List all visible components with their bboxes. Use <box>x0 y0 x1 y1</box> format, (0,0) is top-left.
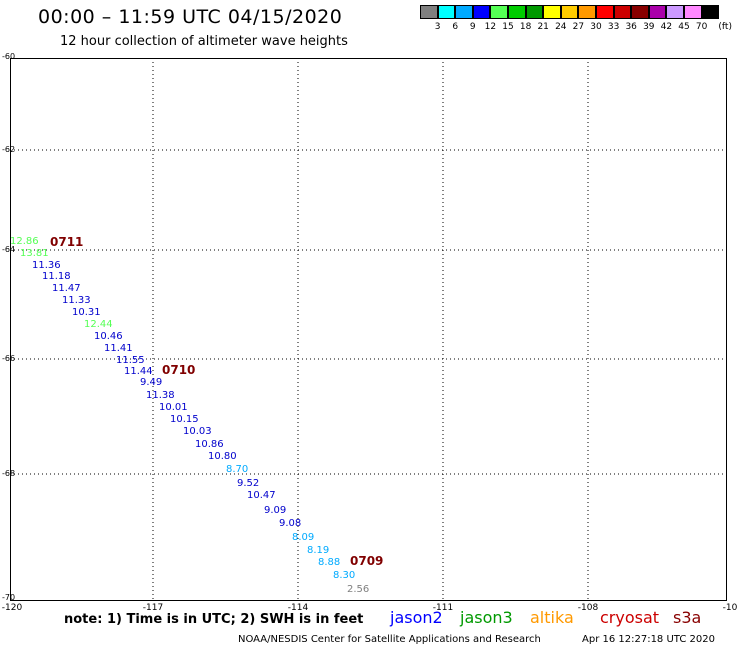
color-scale-label: 12 <box>484 22 497 32</box>
wave-height-label: 11.36 <box>32 260 61 271</box>
wave-height-label: 11.55 <box>116 355 145 366</box>
lon-label: -114 <box>287 603 309 613</box>
wave-height-label: 13.81 <box>20 248 49 259</box>
color-swatch <box>472 5 491 19</box>
color-scale-label: 6 <box>452 22 459 32</box>
lon-label: -108 <box>577 603 599 613</box>
wave-height-label: 9.09 <box>264 505 287 516</box>
color-scale-label: 30 <box>590 22 602 32</box>
track-time-label: 0711 <box>50 235 84 249</box>
track-time-label: 0710 <box>162 363 196 377</box>
color-scale-label: 39 <box>643 22 655 32</box>
color-swatch <box>701 5 720 19</box>
lon-label: -117 <box>142 603 164 613</box>
color-swatch <box>543 5 561 19</box>
legend-jason3: jason3 <box>460 608 513 627</box>
legend-s3a: s3a <box>673 608 702 627</box>
wave-height-label: 10.86 <box>195 439 224 450</box>
wave-height-label: 9.49 <box>140 377 163 388</box>
legend-cryosat: cryosat <box>600 608 660 627</box>
track-time-label: 0709 <box>350 554 384 568</box>
map-plot-area <box>10 58 727 601</box>
color-swatch <box>683 5 702 19</box>
color-scale-label: 15 <box>502 22 514 32</box>
color-swatch <box>525 5 544 19</box>
color-swatch <box>420 5 438 19</box>
wave-height-label: 8.19 <box>307 545 330 556</box>
color-scale-label: 18 <box>519 22 532 32</box>
wave-height-label: 8.30 <box>333 570 356 581</box>
wave-height-label: 12.44 <box>84 319 113 330</box>
lat-label: -68 <box>2 469 16 478</box>
lat-label: -60 <box>2 52 16 61</box>
wave-height-label: 11.33 <box>62 295 91 306</box>
color-swatch <box>631 5 649 19</box>
color-swatch <box>507 5 526 19</box>
wave-height-label: 10.31 <box>72 307 101 318</box>
wave-height-label: 9.52 <box>237 478 260 489</box>
chart-title: 00:00 – 11:59 UTC 04/15/2020 <box>38 6 343 28</box>
color-scale-label: 42 <box>660 22 673 32</box>
color-scale-label: 24 <box>555 22 567 32</box>
wave-height-label: 11.47 <box>52 283 81 294</box>
color-swatch <box>490 5 508 19</box>
color-scale-label: 21 <box>537 22 549 32</box>
lon-label: -10 <box>722 603 738 613</box>
color-scale-label: 45 <box>678 22 690 32</box>
lat-label: -66 <box>2 354 16 363</box>
footer-timestamp: Apr 16 12:27:18 UTC 2020 <box>582 634 715 645</box>
footer-source: NOAA/NESDIS Center for Satellite Applica… <box>238 634 541 645</box>
color-scale-label: 27 <box>572 22 585 32</box>
wave-height-label: 11.44 <box>124 366 153 377</box>
lon-label: -111 <box>432 603 454 613</box>
wave-height-label: 10.47 <box>247 490 276 501</box>
wave-height-label: 11.18 <box>42 271 71 282</box>
chart-subtitle: 12 hour collection of altimeter wave hei… <box>60 34 348 49</box>
wave-height-label: 10.80 <box>208 451 237 462</box>
color-scale-label: 33 <box>607 22 620 32</box>
color-swatch <box>578 5 596 19</box>
lat-label: -62 <box>2 145 16 154</box>
color-swatch <box>613 5 632 19</box>
legend-jason2: jason2 <box>390 608 443 627</box>
wave-height-label: 9.08 <box>279 518 302 529</box>
color-scale-label: 70 <box>695 22 708 32</box>
color-scale <box>420 5 720 19</box>
wave-height-label: 10.15 <box>170 414 199 425</box>
color-swatch <box>437 5 456 19</box>
color-swatch <box>648 5 667 19</box>
wave-height-label: 11.41 <box>104 343 133 354</box>
wave-height-label: 10.46 <box>94 331 123 342</box>
color-swatch <box>455 5 473 19</box>
color-scale-label: 3 <box>434 22 441 32</box>
lat-label: -70 <box>2 593 16 602</box>
color-swatch <box>560 5 579 19</box>
wave-height-label: 8.88 <box>318 557 341 568</box>
note-text: note: 1) Time is in UTC; 2) SWH is in fe… <box>64 612 364 627</box>
wave-height-label: 10.01 <box>159 402 188 413</box>
color-scale-labels: 3 6 9 12 15 18 21 24 27 30 33 36 39 42 45 70 (ft) <box>420 22 740 34</box>
color-swatch <box>595 5 614 19</box>
wave-height-label: 2.56 <box>347 584 370 595</box>
wave-height-label: 12.86 <box>10 236 39 247</box>
lat-label: -64 <box>2 245 16 254</box>
wave-height-label: 10.03 <box>183 426 212 437</box>
color-scale-label: (ft) <box>718 22 732 32</box>
color-scale-label: 36 <box>625 22 637 32</box>
color-swatch <box>666 5 684 19</box>
wave-height-label: 8.70 <box>226 464 249 475</box>
legend-altika: altika <box>530 608 574 627</box>
color-scale-label: 9 <box>469 22 476 32</box>
wave-height-label: 8.09 <box>292 532 315 543</box>
wave-height-label: 11.38 <box>146 390 175 401</box>
lon-label: -120 <box>1 603 23 613</box>
